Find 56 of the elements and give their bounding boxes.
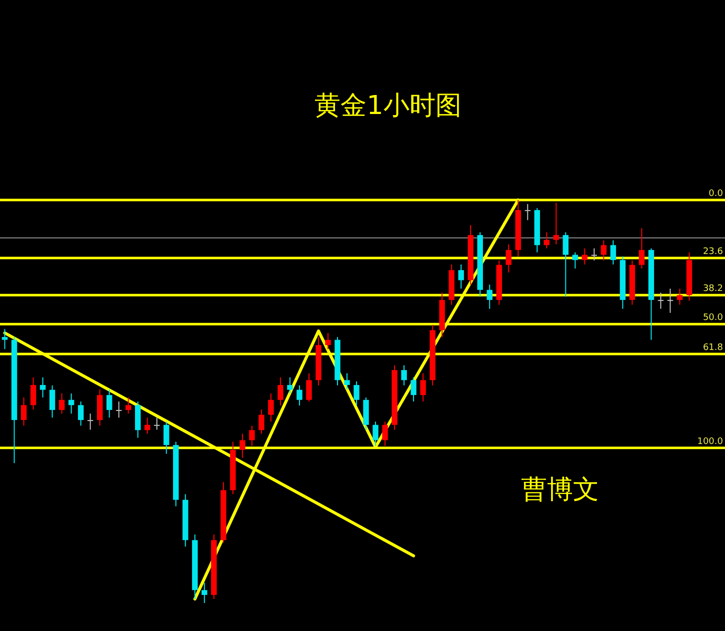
candlestick <box>30 376 36 410</box>
candlestick <box>572 252 578 270</box>
candlestick <box>40 376 46 398</box>
candlestick <box>164 421 170 454</box>
candlestick <box>268 392 274 422</box>
candlestick <box>506 244 512 274</box>
candlestick <box>154 417 160 430</box>
candlestick <box>562 232 569 298</box>
chart-title: 黄金1小时图 <box>314 91 462 121</box>
annotation: 曹博文 <box>521 475 599 505</box>
candlestick <box>600 240 607 261</box>
candlestick <box>20 396 27 426</box>
candlestick <box>325 332 331 350</box>
annotation: 0.0 <box>708 189 724 199</box>
annotation: 61.8 <box>702 342 724 353</box>
candlestick <box>258 409 264 434</box>
candlestick <box>202 582 208 604</box>
candlestick <box>544 232 550 249</box>
candlestick <box>106 388 112 418</box>
candlestick <box>344 372 350 390</box>
candlestick <box>240 433 246 458</box>
candlestick <box>249 425 255 446</box>
candlestick <box>58 392 65 414</box>
candlestick <box>676 288 683 306</box>
candlestick <box>582 248 588 265</box>
candlestick <box>354 380 360 406</box>
candlestick <box>591 248 598 261</box>
annotation: 23.6 <box>702 247 724 258</box>
candlestick <box>382 421 388 446</box>
candlestick <box>458 264 464 290</box>
candlestick <box>410 376 416 402</box>
candlestick <box>49 384 56 418</box>
candlestick <box>296 384 302 406</box>
candlestick <box>287 376 293 394</box>
candlestick <box>372 421 378 446</box>
candlestick <box>553 202 560 245</box>
candlestick <box>78 401 84 426</box>
candlestick <box>87 413 94 430</box>
candlestick <box>486 284 492 310</box>
candlestick <box>144 417 150 434</box>
candlestick <box>638 228 645 270</box>
candlestick <box>524 204 530 221</box>
candlestick <box>2 328 8 350</box>
candlestick <box>658 292 664 310</box>
candlestick <box>278 376 284 406</box>
candlestick <box>306 372 312 402</box>
candlestick <box>116 401 122 418</box>
annotation: 38.2 <box>702 284 723 294</box>
candlestick <box>667 288 674 314</box>
candlestick <box>125 396 132 414</box>
candlestick <box>420 372 426 402</box>
annotation: 50.0 <box>702 313 724 324</box>
candlestick <box>401 364 407 386</box>
annotation: 100.0 <box>697 436 724 447</box>
candlestick <box>610 240 616 265</box>
candlestick <box>68 392 74 414</box>
